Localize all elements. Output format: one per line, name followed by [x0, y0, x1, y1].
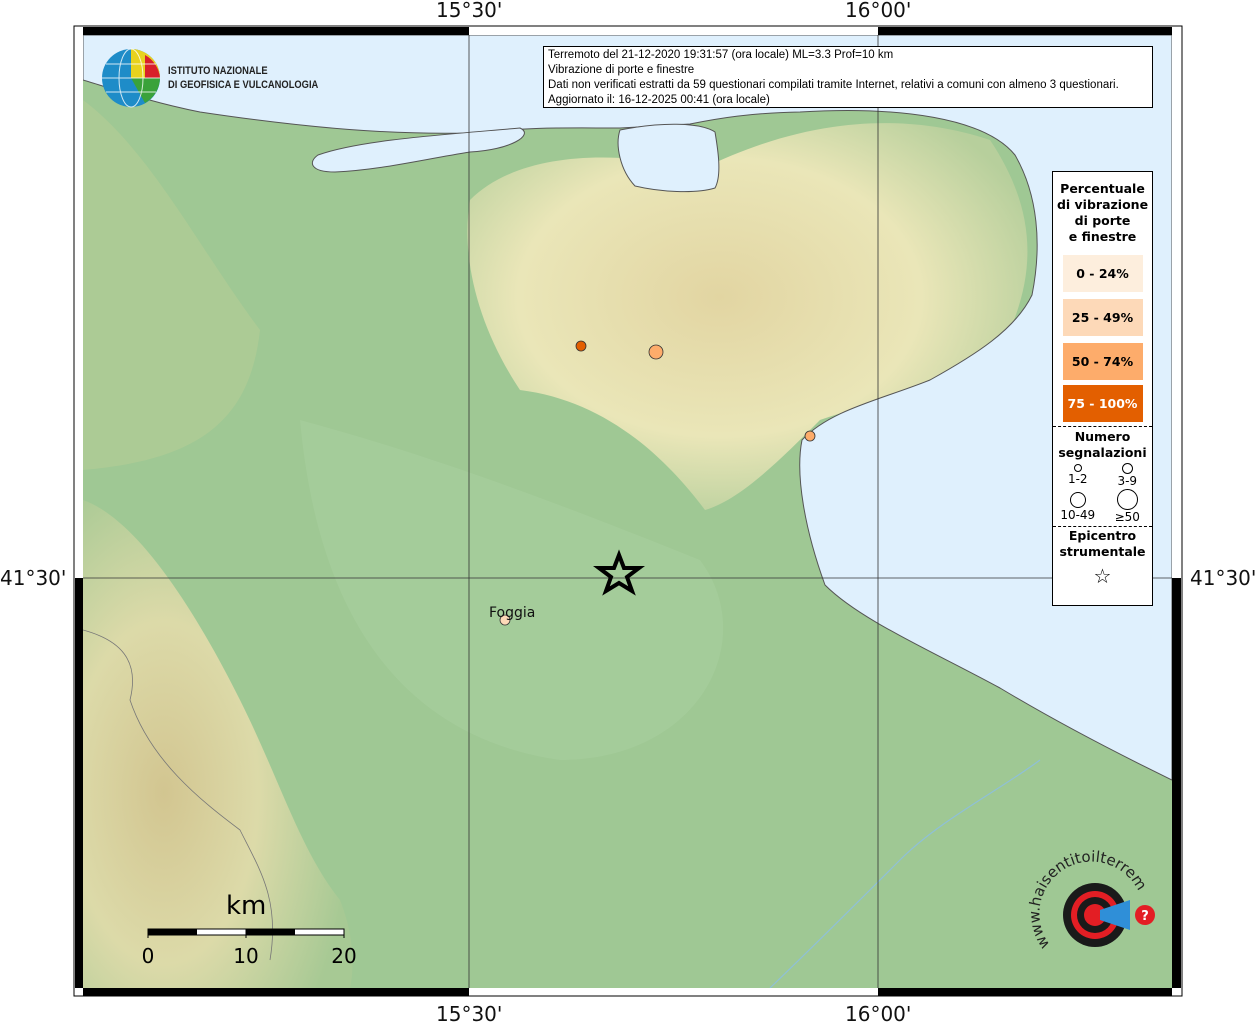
tavoliere-plain	[300, 420, 724, 760]
intensity-point-foggia[interactable]	[499, 614, 511, 626]
ingv-line-2: DI GEOFISICA E VULCANOLOGIA	[168, 79, 319, 91]
epicenter-title-line: strumentale	[1059, 544, 1146, 559]
count-label: 10-49	[1060, 508, 1096, 522]
scale-unit: km	[226, 891, 266, 921]
lon-tick-bottom-1: 15°30'	[436, 1002, 503, 1026]
intensity-point[interactable]	[648, 344, 664, 360]
scale-label: 20	[331, 944, 356, 968]
city-label-foggia: Foggia	[489, 605, 536, 621]
count-title: Numero segnalazioni	[1053, 429, 1152, 461]
event-info-box: Terremoto del 21-12-2020 19:31:57 (ora l…	[543, 46, 1153, 108]
legend-title-line: di vibrazione	[1056, 197, 1149, 212]
epicenter-star-icon[interactable]	[593, 549, 645, 596]
legend-title: Percentuale di vibrazione di porte e fin…	[1053, 181, 1152, 245]
legend-class-75-100: 75 - 100%	[1062, 385, 1143, 422]
lon-tick-bottom-2: 16°00'	[845, 1002, 912, 1026]
gargano-highland	[467, 123, 1028, 510]
epicenter-title: Epicentro strumentale	[1053, 528, 1152, 560]
legend-title-line: di porte	[1074, 213, 1131, 228]
svg-text:?: ?	[1141, 909, 1149, 924]
scale-bar: km 0 10 20	[142, 891, 357, 968]
frame-ticks	[75, 27, 1181, 996]
legend-class-50-74: 50 - 74%	[1062, 343, 1143, 380]
count-label: 1-2	[1067, 472, 1088, 486]
varano-lagoon	[617, 123, 720, 193]
count-title-line: Numero	[1074, 429, 1131, 444]
circle-size-10-49-icon	[1069, 492, 1086, 508]
sea	[83, 35, 1172, 781]
lesina-lagoon	[311, 127, 525, 173]
event-title: Terremoto del 21-12-2020 19:31:57 (ora l…	[548, 49, 894, 61]
legend-divider	[1053, 426, 1152, 427]
lon-tick-top-1: 15°30'	[436, 0, 503, 22]
apennines-highland	[83, 500, 353, 988]
legend-divider	[1053, 526, 1152, 527]
circle-size-3-9-icon	[1121, 463, 1133, 474]
legend-title-line: e finestre	[1068, 229, 1137, 244]
lon-tick-top-2: 16°00'	[845, 0, 912, 22]
ingv-logo-text: ISTITUTO NAZIONALE DI GEOFISICA E VULCAN…	[168, 64, 318, 92]
scale-label: 10	[233, 944, 258, 968]
count-label: 3-9	[1117, 474, 1138, 488]
epicenter-title-line: Epicentro	[1068, 528, 1137, 543]
update-time: Aggiornato il: 16-12-2025 00:41 (ora loc…	[548, 94, 770, 106]
count-size-legend: 1-2 3-9 10-49 ≥50	[1053, 461, 1152, 524]
intensity-point[interactable]	[575, 340, 587, 352]
ingv-logo-globe-icon	[102, 48, 160, 108]
scale-label: 0	[142, 944, 155, 968]
circle-size-1-2-icon	[1073, 464, 1082, 472]
ingv-line-1: ISTITUTO NAZIONALE	[168, 65, 268, 77]
legend-title-line: Percentuale	[1060, 181, 1145, 196]
map-subject: Vibrazione di porte e finestre	[548, 64, 695, 76]
count-label: ≥50	[1114, 510, 1140, 524]
northwest-highland	[83, 100, 260, 470]
legend-class-0-24: 0 - 24%	[1062, 255, 1143, 292]
circle-size-50-plus-icon	[1116, 489, 1138, 510]
count-title-line: segnalazioni	[1058, 445, 1147, 460]
intensity-point[interactable]	[804, 430, 816, 442]
epicenter-star-legend-icon: ☆	[1093, 564, 1112, 588]
legend-class-25-49: 25 - 49%	[1062, 299, 1143, 336]
region-boundary	[83, 629, 274, 961]
lat-tick-right: 41°30'	[1190, 566, 1255, 590]
lat-tick-left: 41°30'	[0, 566, 67, 590]
data-note: Dati non verificati estratti da 59 quest…	[548, 79, 1119, 91]
legend: Percentuale di vibrazione di porte e fin…	[1052, 171, 1153, 606]
river	[769, 759, 1041, 988]
